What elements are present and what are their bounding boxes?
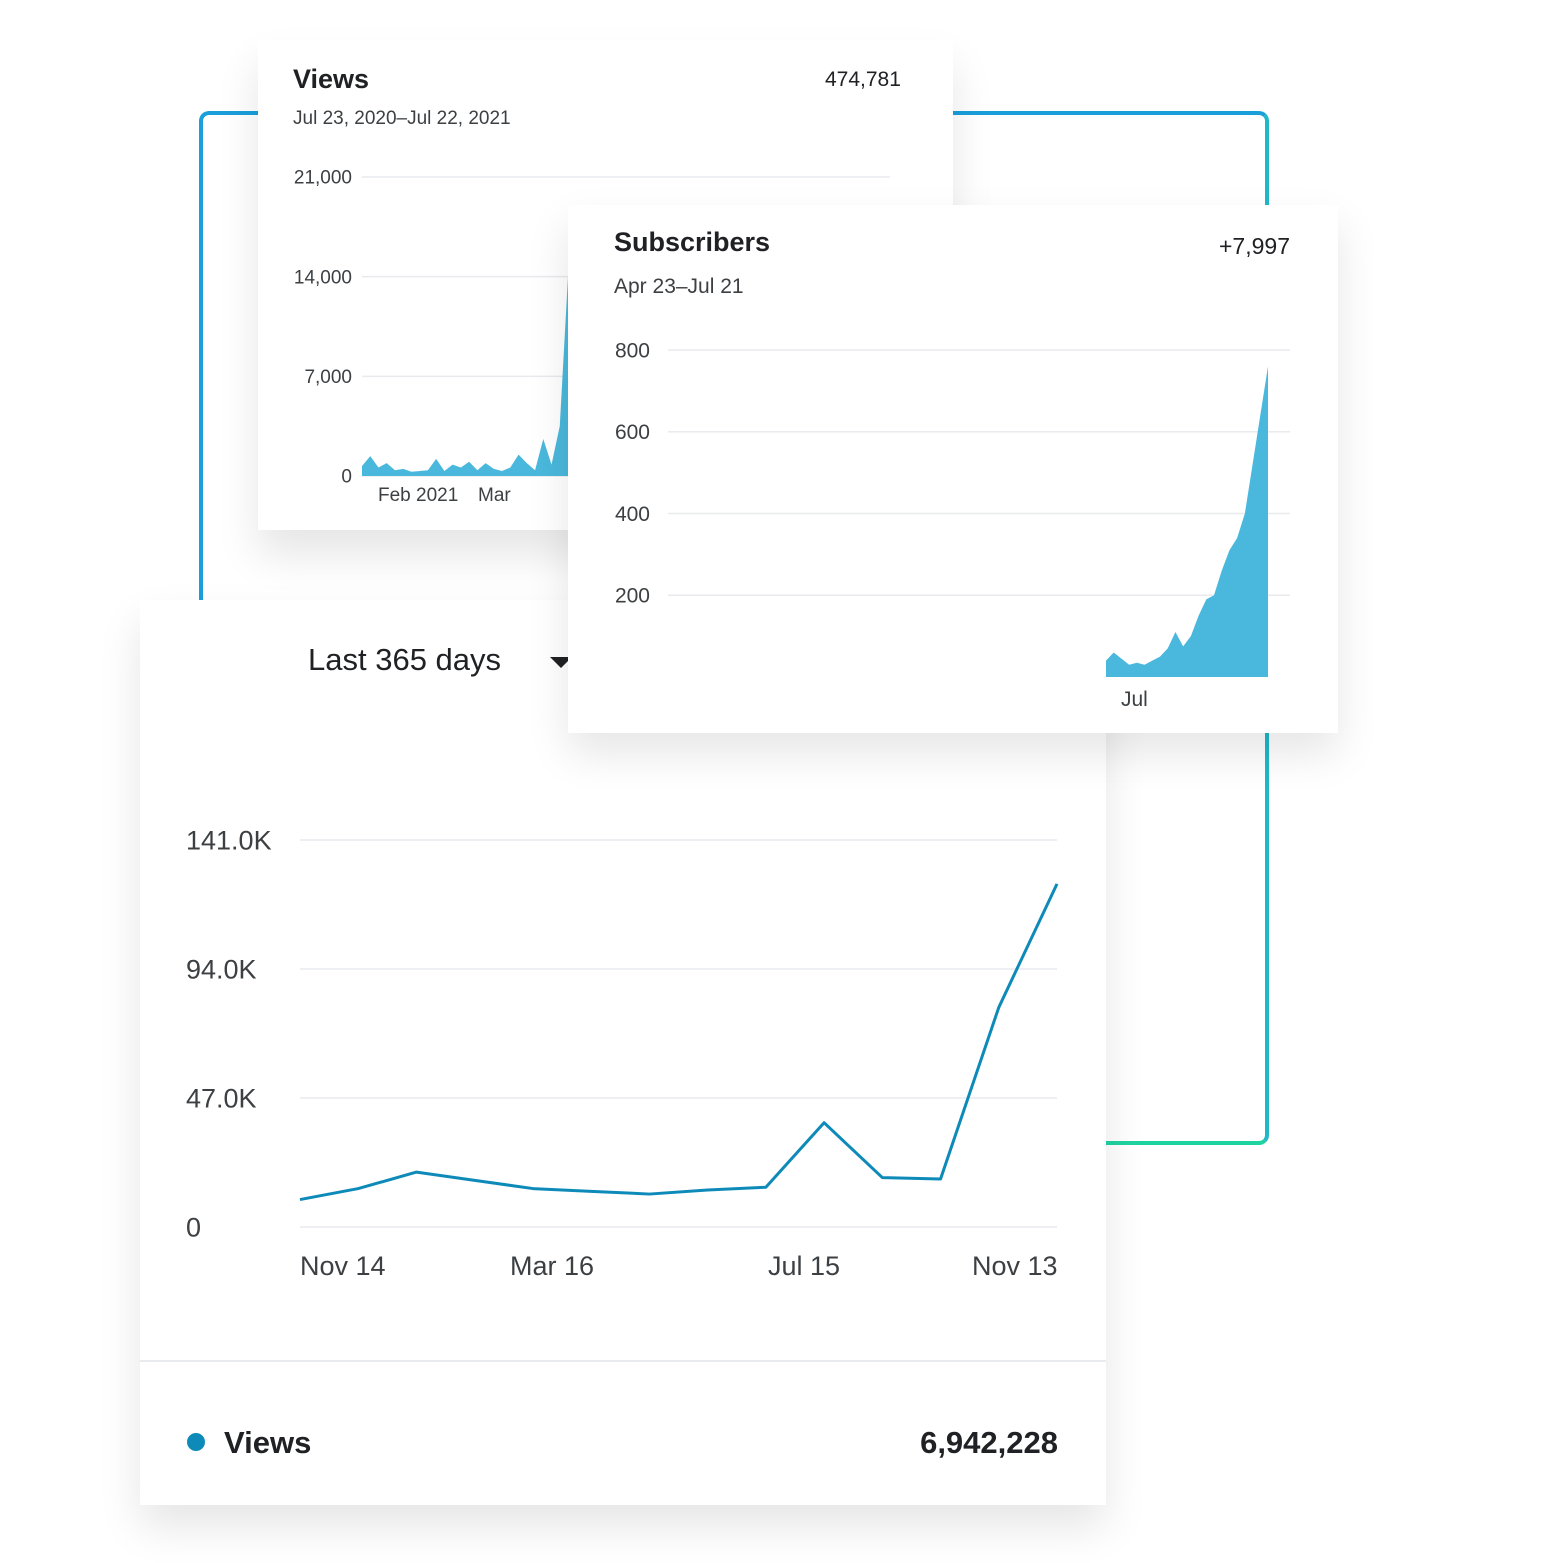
subscribers-area-chart: 200 400 600 800 Jul bbox=[615, 339, 1290, 711]
x-tick-label: Jul bbox=[1121, 688, 1148, 711]
x-tick-label: Jul 15 bbox=[768, 1251, 840, 1281]
y-tick-label: 400 bbox=[615, 503, 650, 526]
legend-label: Views bbox=[224, 1425, 312, 1460]
subscribers-card-title: Subscribers bbox=[614, 227, 771, 257]
y-tick-label: 14,000 bbox=[294, 267, 352, 288]
y-tick-label: 200 bbox=[615, 585, 650, 608]
x-tick-label: Nov 14 bbox=[300, 1251, 386, 1281]
y-tick-label: 600 bbox=[615, 421, 650, 444]
views-line-chart: 0 47.0K 94.0K 141.0K Nov 14 Mar 16 Jul 15 Nov 1… bbox=[186, 825, 1059, 1281]
views-card-title: Views bbox=[293, 64, 370, 94]
series-area bbox=[362, 276, 568, 476]
y-tick-label: 141.0K bbox=[186, 825, 272, 855]
x-tick-label: Mar 16 bbox=[510, 1251, 594, 1281]
dropdown-caret-icon[interactable] bbox=[550, 657, 572, 668]
y-tick-label: 0 bbox=[186, 1212, 201, 1242]
subscribers-card: Subscribers Apr 23–Jul 21 +7,997 200 400 6… bbox=[568, 205, 1338, 733]
series-area bbox=[1106, 366, 1268, 677]
views-card-date-range: Jul 23, 2020–Jul 22, 2021 bbox=[293, 108, 511, 129]
subscribers-card-total: +7,997 bbox=[1219, 233, 1290, 259]
divider bbox=[140, 1360, 1106, 1362]
x-tick-label: Nov 13 bbox=[972, 1251, 1058, 1281]
subscribers-card-date-range: Apr 23–Jul 21 bbox=[614, 275, 744, 298]
y-tick-label: 800 bbox=[615, 339, 650, 362]
legend-total: 6,942,228 bbox=[920, 1425, 1058, 1460]
legend-swatch-icon bbox=[187, 1433, 205, 1451]
views-overview-card: Last 365 days 0 47.0K 94.0K 141.0K Nov 14 Mar… bbox=[140, 600, 1106, 1505]
y-tick-label: 21,000 bbox=[294, 168, 352, 189]
views-area-chart: 0 7,000 14,000 21,000 Feb 2021 Mar bbox=[294, 168, 890, 506]
x-tick-label: Feb 2021 bbox=[378, 485, 458, 506]
x-tick-label: Mar bbox=[478, 485, 511, 506]
y-tick-label: 47.0K bbox=[186, 1083, 257, 1113]
views-card-total: 474,781 bbox=[825, 68, 901, 91]
y-tick-label: 94.0K bbox=[186, 954, 257, 984]
series-line bbox=[299, 883, 1059, 1202]
date-range-selector[interactable]: Last 365 days bbox=[308, 642, 502, 677]
y-tick-label: 0 bbox=[341, 467, 352, 488]
y-tick-label: 7,000 bbox=[304, 367, 352, 388]
